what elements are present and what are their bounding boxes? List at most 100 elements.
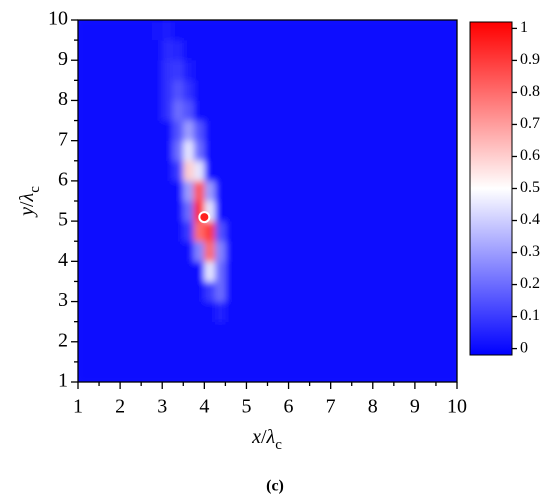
axes: 1 2 3 4 5 6 7 8 9 10 1 2 3 4 5 6 7 8 9 10 0 0.1 0.2 0.3 0.4 0.5 0.… bbox=[48, 8, 540, 418]
heatmap-cell bbox=[183, 241, 195, 262]
heatmap-cell bbox=[162, 180, 174, 202]
heatmap-cell bbox=[235, 241, 247, 262]
x-tick-label: 4 bbox=[199, 396, 209, 418]
heatmap-cell bbox=[130, 301, 142, 322]
heatmap-cell bbox=[235, 341, 247, 363]
heatmap-cell bbox=[341, 261, 353, 282]
heatmap-cell bbox=[109, 341, 121, 363]
heatmap-cell bbox=[341, 120, 353, 141]
heatmap-cell bbox=[393, 241, 405, 262]
heatmap-cell bbox=[246, 301, 258, 322]
heatmap-cell bbox=[120, 221, 131, 242]
heatmap-cell bbox=[130, 60, 142, 81]
heatmap-cell bbox=[341, 241, 353, 262]
heatmap-cell bbox=[109, 40, 121, 61]
heatmap-cell bbox=[446, 361, 457, 382]
heatmap-cell bbox=[404, 40, 416, 61]
heatmap-cell bbox=[256, 40, 268, 61]
x-tick-label: 1 bbox=[73, 396, 83, 418]
heatmap-cell bbox=[372, 281, 384, 302]
heatmap-cell bbox=[309, 20, 321, 41]
heatmap-cell bbox=[193, 321, 205, 343]
heatmap-cell bbox=[78, 120, 89, 141]
heatmap-cell bbox=[256, 60, 268, 81]
heatmap-cell bbox=[130, 201, 142, 222]
heatmap-cell bbox=[351, 80, 363, 101]
heatmap-cell bbox=[330, 241, 342, 262]
heatmap-cell bbox=[78, 160, 89, 182]
heatmap-cell bbox=[288, 361, 300, 382]
heatmap-cell bbox=[256, 241, 268, 262]
heatmap-cell bbox=[446, 221, 457, 242]
heatmap-cell bbox=[162, 120, 174, 141]
heatmap-cell bbox=[414, 361, 426, 382]
heatmap-cell bbox=[435, 40, 447, 61]
heatmap-cell bbox=[372, 160, 384, 182]
heatmap-cell bbox=[204, 180, 216, 202]
heatmap-cell bbox=[414, 120, 426, 141]
heatmap-cell bbox=[362, 160, 374, 182]
heatmap-cell bbox=[299, 100, 310, 121]
heatmap-cell bbox=[214, 40, 226, 61]
heatmap-cell bbox=[141, 140, 152, 162]
heatmap-cell bbox=[120, 20, 131, 41]
axis-label-part: λ bbox=[266, 426, 276, 448]
heatmap-cell bbox=[235, 160, 247, 182]
x-tick-label: 5 bbox=[241, 396, 251, 418]
heatmap-cell bbox=[162, 281, 174, 302]
heatmap-cell bbox=[109, 281, 121, 302]
heatmap-cell bbox=[288, 20, 300, 41]
heatmap-cell bbox=[425, 60, 437, 81]
heatmap-cell bbox=[372, 20, 384, 41]
heatmap-cell bbox=[183, 20, 195, 41]
y-tick-label: 6 bbox=[58, 168, 68, 190]
heatmap-cell bbox=[362, 221, 374, 242]
heatmap-cell bbox=[299, 140, 310, 162]
heatmap-cell bbox=[183, 60, 195, 81]
heatmap-cell bbox=[404, 60, 416, 81]
heatmap-cell bbox=[120, 80, 131, 101]
heatmap-cell bbox=[214, 80, 226, 101]
heatmap-cell bbox=[309, 221, 321, 242]
heatmap-cell bbox=[393, 321, 405, 343]
heatmap-cell bbox=[351, 361, 363, 382]
heatmap-cell bbox=[330, 120, 342, 141]
heatmap-cell bbox=[235, 100, 247, 121]
heatmap-cell bbox=[172, 20, 184, 41]
heatmap-cell bbox=[393, 60, 405, 81]
heatmap-cell bbox=[404, 120, 416, 141]
heatmap-cell bbox=[309, 341, 321, 363]
heatmap-cell bbox=[362, 180, 374, 202]
axis-label-part: c bbox=[27, 186, 43, 193]
heatmap-cell bbox=[141, 40, 152, 61]
heatmap-cell bbox=[414, 180, 426, 202]
heatmap-cell bbox=[225, 160, 237, 182]
heatmap-cell bbox=[235, 321, 247, 343]
heatmap-cell bbox=[78, 20, 89, 41]
heatmap-cell bbox=[288, 100, 300, 121]
heatmap-cell bbox=[351, 341, 363, 363]
heatmap-cell bbox=[193, 120, 205, 141]
heatmap-cell bbox=[235, 20, 247, 41]
heatmap-cell bbox=[341, 301, 353, 322]
heatmap-cell bbox=[130, 361, 142, 382]
heatmap-cell bbox=[288, 140, 300, 162]
heatmap-cell bbox=[351, 321, 363, 343]
heatmap-cell bbox=[256, 160, 268, 182]
heatmap-cell bbox=[120, 261, 131, 282]
heatmap-cell bbox=[425, 221, 437, 242]
heatmap-cell bbox=[256, 120, 268, 141]
heatmap-cell bbox=[330, 80, 342, 101]
heatmap-cell bbox=[162, 321, 174, 343]
x-tick-label: 2 bbox=[115, 396, 125, 418]
heatmap-cell bbox=[246, 140, 258, 162]
heatmap-cell bbox=[425, 180, 437, 202]
heatmap-cell bbox=[235, 361, 247, 382]
heatmap-cell bbox=[99, 221, 110, 242]
axis-label-part: y bbox=[16, 207, 38, 218]
heatmap-cell bbox=[235, 140, 247, 162]
heatmap-cell bbox=[120, 120, 131, 141]
heatmap-cell bbox=[362, 321, 374, 343]
heatmap-cell bbox=[214, 221, 226, 242]
heatmap-cell bbox=[309, 140, 321, 162]
